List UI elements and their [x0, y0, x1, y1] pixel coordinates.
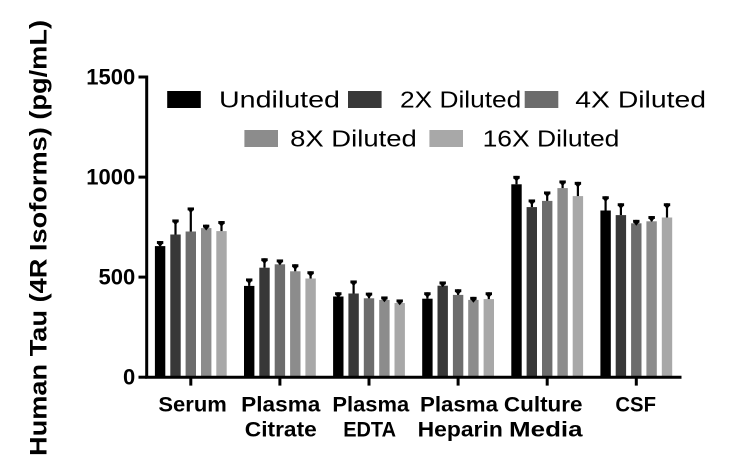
svg-text:Citrate: Citrate — [245, 419, 317, 442]
svg-text:1000: 1000 — [86, 164, 135, 189]
svg-text:16X Diluted: 16X Diluted — [483, 126, 620, 152]
svg-text:Plasma: Plasma — [420, 393, 498, 416]
svg-text:Culture: Culture — [504, 393, 583, 416]
svg-text:Human Tau (4R Isoforms) (pg/mL: Human Tau (4R Isoforms) (pg/mL) — [26, 20, 53, 456]
svg-text:EDTA: EDTA — [343, 419, 396, 442]
svg-text:0: 0 — [123, 365, 135, 390]
svg-text:1500: 1500 — [86, 64, 135, 89]
svg-text:2X Diluted: 2X Diluted — [400, 87, 521, 113]
svg-text:Plasma: Plasma — [332, 393, 409, 416]
svg-text:500: 500 — [98, 264, 135, 289]
svg-text:CSF: CSF — [615, 393, 656, 416]
svg-text:4X Diluted: 4X Diluted — [575, 87, 706, 113]
svg-text:Heparin: Heparin — [418, 419, 503, 442]
svg-text:Plasma: Plasma — [241, 393, 321, 416]
svg-text:8X Diluted: 8X Diluted — [290, 126, 417, 152]
svg-text:Serum: Serum — [158, 393, 226, 416]
svg-text:Media: Media — [509, 419, 583, 442]
svg-text:Undiluted: Undiluted — [219, 87, 340, 113]
